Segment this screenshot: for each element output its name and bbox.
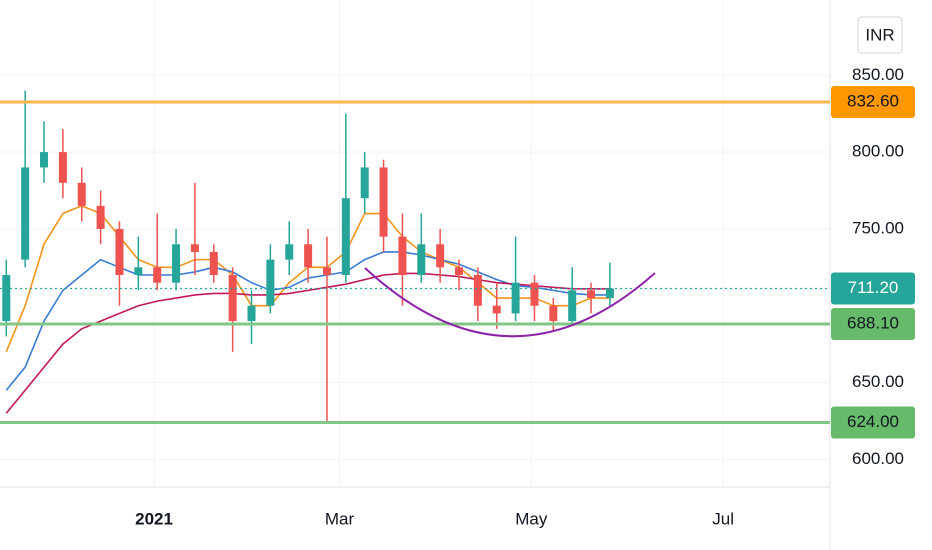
candle-body xyxy=(549,305,558,322)
last-price-box xyxy=(831,272,915,305)
candle-body xyxy=(134,267,143,275)
candle-body xyxy=(153,267,162,283)
candle-body xyxy=(511,282,520,314)
x-tick-label: 2021 xyxy=(135,509,173,528)
candle-body xyxy=(21,167,30,260)
candle-body xyxy=(2,274,11,322)
drawn-arc xyxy=(364,267,656,338)
candle-body xyxy=(322,267,331,275)
candle-body xyxy=(360,167,369,199)
axis: 600.00 650.00 750.00 800.00 850.00 2021 Mar May… xyxy=(135,65,915,528)
candle-body xyxy=(115,228,124,275)
candle-body xyxy=(530,282,539,306)
candle-body xyxy=(492,305,501,314)
candle-body xyxy=(247,305,256,322)
y-tick-label: 850.00 xyxy=(852,65,904,84)
level-label: 688.10 xyxy=(847,313,899,332)
candle-body xyxy=(341,198,350,275)
candle-body xyxy=(398,236,407,275)
x-tick-label: Jul xyxy=(712,509,734,528)
candle-body xyxy=(209,251,218,275)
candle-body xyxy=(77,182,86,206)
candle-body xyxy=(379,167,388,237)
level-label: 832.60 xyxy=(847,91,899,110)
candle-body xyxy=(96,205,105,229)
level-label-box xyxy=(831,86,915,119)
candle-body xyxy=(605,288,614,299)
level-label-box xyxy=(831,406,915,439)
y-tick-label: 750.00 xyxy=(852,218,904,237)
candle-body xyxy=(228,274,237,322)
level-label-box xyxy=(831,308,915,341)
y-tick-label: 800.00 xyxy=(852,142,904,161)
level-label: 624.00 xyxy=(847,412,899,431)
y-tick-label: 650.00 xyxy=(852,372,904,391)
candle-body xyxy=(58,152,67,183)
candle-body xyxy=(417,244,426,275)
candle-body xyxy=(172,244,181,283)
x-tick-label: May xyxy=(515,509,548,528)
candle-body xyxy=(266,259,275,306)
moving-average xyxy=(5,272,610,414)
candle-body xyxy=(190,244,199,252)
y-tick-label: 600.00 xyxy=(852,449,904,468)
grid xyxy=(0,0,830,487)
candle-body xyxy=(587,290,596,299)
candle-body xyxy=(304,244,313,268)
candle-body xyxy=(568,290,577,322)
candle-body xyxy=(455,267,464,275)
x-tick-label: Mar xyxy=(325,509,355,528)
candle-body xyxy=(285,244,294,260)
candle-body xyxy=(40,152,49,168)
currency-box xyxy=(857,16,903,54)
plot xyxy=(0,90,830,424)
candle-body xyxy=(436,244,445,268)
last-price-label: 711.20 xyxy=(848,278,899,297)
candle-body xyxy=(473,274,482,306)
currency: INR xyxy=(865,25,894,44)
